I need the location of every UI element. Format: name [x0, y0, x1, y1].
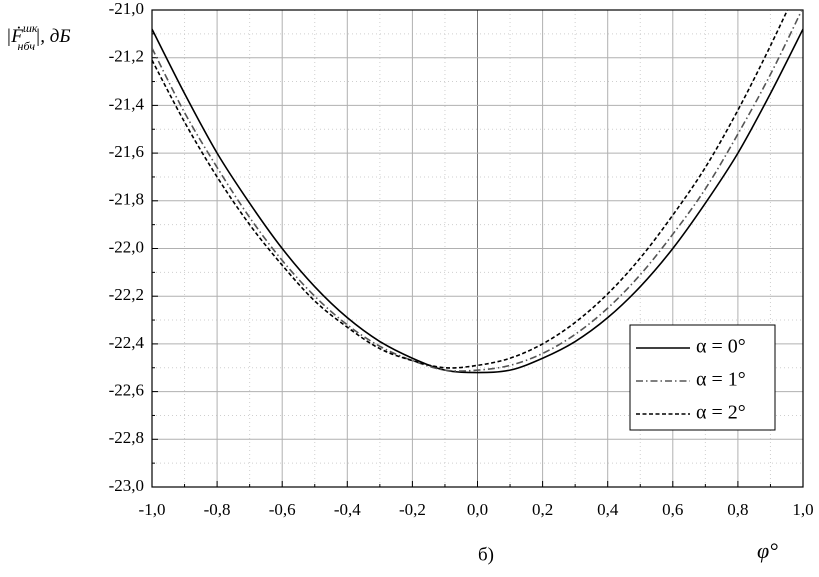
plot-frame: [151, 9, 804, 488]
y-label-close: |, дБ: [35, 26, 71, 47]
y-tick-label: -22,6: [109, 381, 144, 400]
x-tick-label: 0,4: [597, 500, 619, 519]
x-tick-label: -0,6: [269, 500, 296, 519]
lines: [152, 10, 803, 374]
y-tick-label: -23,0: [109, 476, 144, 495]
caption: б): [478, 544, 494, 565]
x-tick-label: 0,0: [467, 500, 488, 519]
y-tick-label: -21,4: [109, 94, 145, 113]
y-label-sub: нбч: [18, 39, 36, 53]
y-tick-label: -22,8: [109, 428, 144, 447]
x-tick-label: 0,2: [532, 500, 553, 519]
y-tick-label: -22,4: [109, 333, 145, 352]
y-axis-label: |Ḟшк нбч|, дБ: [6, 21, 71, 53]
series-line: [152, 28, 803, 374]
legend-box: [629, 324, 776, 431]
y-tick-label: -22,2: [109, 285, 144, 304]
x-tick-label: -0,4: [334, 500, 361, 519]
x-tick-label: 0,6: [662, 500, 683, 519]
x-tick-label: 1,0: [792, 500, 813, 519]
x-tick-label: -0,8: [204, 500, 231, 519]
legend-label: α = 1°: [696, 369, 746, 391]
series-line: [152, 10, 803, 372]
x-axis-label: φ°: [757, 538, 778, 563]
x-tick-label: -1,0: [139, 500, 166, 519]
legend-label: α = 2°: [696, 402, 746, 424]
y-tick-label: -21,0: [109, 0, 144, 18]
x-tick-label: -0,2: [399, 500, 426, 519]
series-line: [152, 10, 789, 369]
legend-label: α = 0°: [696, 336, 746, 358]
y-tick-label: -21,6: [109, 142, 144, 161]
y-label-sup: шк: [23, 21, 38, 35]
x-tick-label: 0,8: [727, 500, 748, 519]
y-tick-label: -21,8: [109, 190, 144, 209]
y-label-open: |Ḟ: [6, 26, 23, 47]
y-tick-label: -22,0: [109, 237, 144, 256]
y-tick-label: -21,2: [109, 47, 144, 66]
